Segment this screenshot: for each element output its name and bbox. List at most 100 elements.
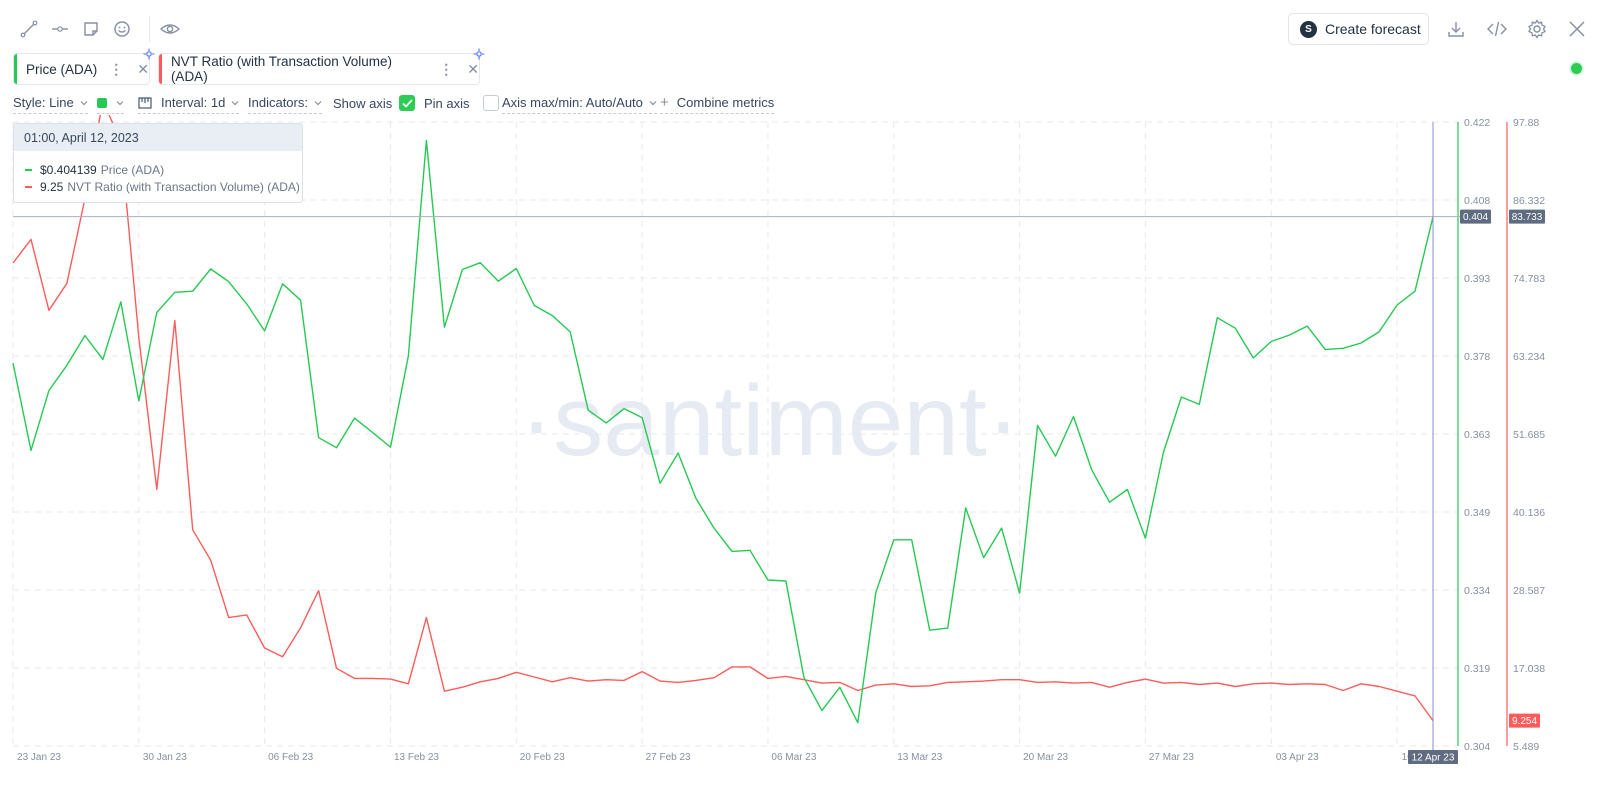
date-tick-label: 20 Feb 23 (520, 752, 565, 763)
date-tick-label: 06 Mar 23 (771, 752, 816, 763)
axis-minmax-dropdown[interactable]: Axis max/min: Auto/Auto (502, 92, 657, 114)
metric-tab-price[interactable]: Price (ADA) ⋮ ✕ (13, 48, 155, 85)
date-tick-label: 03 Apr 23 (1276, 752, 1319, 763)
chart-series (12, 115, 1434, 724)
current-nvt-label: 83.733 (1512, 212, 1543, 223)
sparkle-icon (473, 48, 485, 60)
metric-label-nvt: NVT Ratio (with Transaction Volume) (ADA… (170, 54, 393, 84)
remove-metric-icon[interactable]: ✕ (137, 60, 149, 77)
sticky-note-icon[interactable] (80, 18, 102, 40)
show-axis-label: Show axis (333, 95, 393, 111)
nvt-tick-label: 28.587 (1513, 585, 1545, 597)
create-forecast-button[interactable]: S Create forecast (1288, 13, 1429, 45)
top-toolbar: S Create forecast (0, 0, 1600, 56)
chart-grid (12, 121, 1458, 747)
tooltip-price-value: $0.404139 (40, 162, 97, 177)
crosshair-date-label: 12 Apr 23 (1412, 753, 1455, 764)
nvt-series-line (12, 115, 1434, 722)
crosshair-date-badge (1408, 750, 1458, 764)
price-tick-label: 0.319 (1464, 663, 1490, 675)
metric-color-bar (14, 54, 17, 84)
date-tick-label: 30 Jan 23 (143, 752, 187, 763)
tooltip-date: 01:00, April 12, 2023 (14, 124, 302, 151)
chevron-down-icon (80, 100, 88, 105)
toolbar-divider (149, 16, 150, 42)
nvt-tick-label: 97.88 (1513, 117, 1539, 129)
date-tick-label: 23 Jan 23 (17, 752, 61, 763)
metric-color-bar (159, 54, 162, 84)
last-nvt-badge (1509, 713, 1540, 728)
embed-code-icon[interactable] (1486, 18, 1508, 40)
create-forecast-label: Create forecast (1325, 21, 1421, 37)
chevron-down-icon (231, 100, 239, 105)
more-options-icon[interactable]: ⋮ (439, 60, 454, 77)
nvt-tick-label: 86.332 (1513, 195, 1545, 207)
tooltip-nvt-value: 9.25 (40, 179, 64, 194)
interval-label: Interval: 1d (161, 95, 226, 110)
date-tick-label: 06 Feb 23 (268, 752, 313, 763)
metric-label-price: Price (ADA) (26, 61, 98, 77)
tooltip-row-nvt: 9.25 NVT Ratio (with Transaction Volume)… (14, 178, 302, 195)
legend-swatch (25, 168, 32, 171)
more-options-icon[interactable]: ⋮ (109, 60, 124, 77)
santiment-watermark: ·santiment· (520, 365, 1020, 477)
legend-swatch (25, 185, 32, 188)
chart-settings-bar: Style: Line Interval: 1d Indicators: Sho… (13, 92, 913, 116)
line-color-swatch (97, 97, 107, 108)
download-icon[interactable] (1445, 18, 1467, 40)
price-nvt-chart[interactable]: ·santiment· 0.422 0.408 0.393 0.378 0.363 0.3… (0, 115, 1600, 789)
nvt-tick-label: 51.685 (1513, 429, 1545, 441)
settings-gear-icon[interactable] (1526, 18, 1548, 40)
chevron-down-icon (649, 100, 657, 105)
close-icon[interactable] (1566, 18, 1588, 40)
price-tick-label: 0.334 (1464, 585, 1490, 597)
chart-tooltip: 01:00, April 12, 2023 $0.404139 Price (A… (13, 123, 303, 203)
metric-tab-nvt[interactable]: NVT Ratio (with Transaction Volume) (ADA… (158, 48, 485, 85)
price-axis: 0.422 0.408 0.393 0.378 0.363 0.349 0.334 0.319… (1457, 117, 1490, 753)
axis-minmax-label: Axis max/min: Auto/Auto (502, 95, 643, 110)
chevron-down-icon (314, 100, 322, 105)
style-label: Style: Line (13, 95, 74, 110)
color-dropdown[interactable] (97, 92, 124, 114)
remove-metric-icon[interactable]: ✕ (467, 60, 479, 77)
style-dropdown[interactable]: Style: Line (13, 92, 88, 114)
horizontal-ray-icon[interactable] (49, 18, 71, 40)
price-tick-label: 0.422 (1464, 117, 1490, 129)
current-price-badge (1460, 209, 1491, 224)
price-tick-label: 0.304 (1464, 741, 1490, 753)
price-tick-label: 0.349 (1464, 507, 1490, 519)
show-axis-toggle[interactable]: Show axis (333, 92, 416, 114)
indicators-dropdown[interactable]: Indicators: (248, 92, 322, 114)
price-tick-label: 0.363 (1464, 429, 1490, 441)
tooltip-row-price: $0.404139 Price (ADA) (14, 161, 302, 178)
tooltip-price-name: Price (ADA) (100, 162, 165, 177)
chart-overlays: 0.404 83.733 9.254 12 Apr 23 (13, 122, 1545, 764)
nvt-tick-label: 63.234 (1513, 351, 1545, 363)
emoji-icon[interactable] (111, 18, 133, 40)
chevron-down-icon (116, 100, 124, 105)
last-nvt-label: 9.254 (1512, 716, 1537, 727)
price-tick-label: 0.378 (1464, 351, 1490, 363)
checkmark-icon (402, 98, 413, 108)
santiment-logo-icon: S (1300, 20, 1317, 38)
nvt-tick-label: 17.038 (1513, 663, 1545, 675)
indicators-label: Indicators: (248, 95, 308, 110)
date-tick-label: 27 Feb 23 (646, 752, 691, 763)
plus-icon: + (660, 94, 669, 111)
ruler-icon (138, 96, 152, 109)
pin-axis-toggle[interactable]: Pin axis (424, 92, 499, 114)
combine-metrics-button[interactable]: + Combine metrics (660, 92, 775, 114)
combine-metrics-label: Combine metrics (676, 95, 775, 110)
live-status-dot (1571, 63, 1582, 74)
eye-icon[interactable] (159, 18, 181, 40)
interval-dropdown[interactable]: Interval: 1d (138, 92, 240, 114)
pin-axis-checkbox[interactable] (482, 95, 499, 111)
current-price-label: 0.404 (1463, 212, 1488, 223)
nvt-axis: 97.88 86.332 74.783 63.234 51.685 40.136 28.58… (1506, 117, 1545, 753)
nvt-tick-label: 40.136 (1513, 507, 1545, 519)
price-tick-label: 0.408 (1464, 195, 1490, 207)
date-tick-label: 27 Mar 23 (1149, 752, 1194, 763)
show-axis-checkbox[interactable] (399, 95, 416, 111)
line-tool-icon[interactable] (18, 18, 40, 40)
price-tick-label: 0.393 (1464, 273, 1490, 285)
